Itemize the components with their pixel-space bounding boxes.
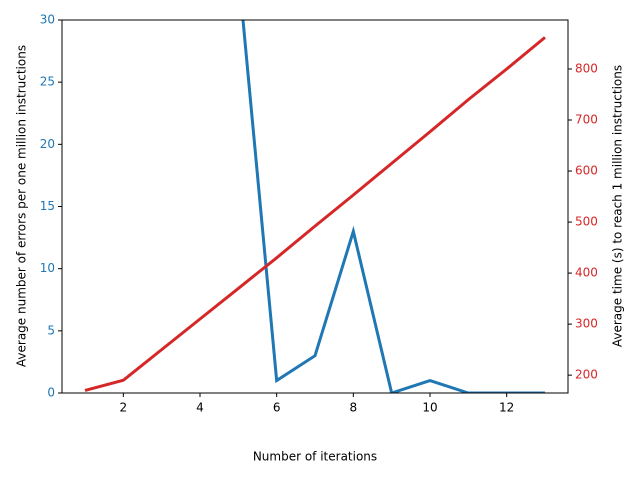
- x-tick-label: 2: [120, 401, 128, 415]
- y-axis-label: Average number of errors per one million…: [15, 45, 29, 367]
- x-tick-label: 6: [273, 401, 281, 415]
- x-tick-label: 8: [350, 401, 358, 415]
- y2-tick-label: 300: [575, 317, 598, 331]
- plot-area: [84, 20, 546, 393]
- y2-tick-label: 800: [575, 61, 598, 75]
- y2-tick-label: 400: [575, 266, 598, 280]
- series-line: [241, 20, 545, 393]
- plot-frame: [61, 19, 569, 394]
- x-tick-label: 10: [422, 401, 437, 415]
- x-axis-label: Number of iterations: [253, 450, 377, 464]
- y2-axis-label: Average time (s) to reach 1 million inst…: [611, 65, 625, 347]
- y-tick-label: 5: [47, 323, 55, 337]
- y-tick-label: 20: [40, 137, 55, 151]
- y2-tick-label: 200: [575, 368, 598, 382]
- x-tick-label: 4: [196, 401, 204, 415]
- y-tick-label: 10: [40, 261, 55, 275]
- x-tick-label: 12: [499, 401, 514, 415]
- y-tick-label: 15: [40, 199, 55, 213]
- y-tick-label: 0: [47, 386, 55, 400]
- y2-tick-label: 700: [575, 113, 598, 127]
- y2-tick-label: 500: [575, 215, 598, 229]
- y-tick-label: 30: [40, 13, 55, 27]
- series-line: [84, 36, 546, 392]
- y-tick-label: 25: [40, 75, 55, 89]
- y2-tick-label: 600: [575, 164, 598, 178]
